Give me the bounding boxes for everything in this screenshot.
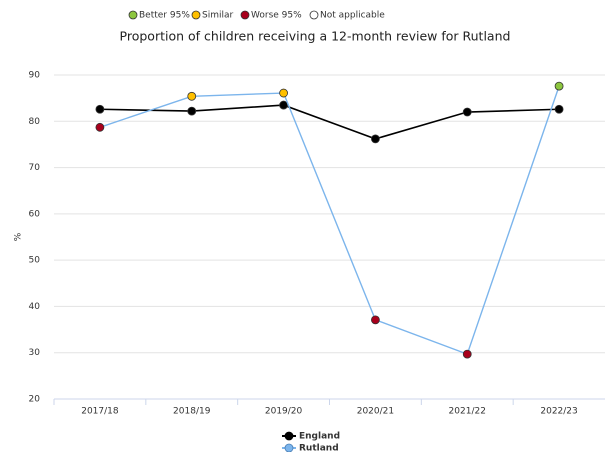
legend-marker	[240, 10, 250, 20]
data-point	[371, 134, 380, 144]
legend-label: Rutland	[299, 444, 339, 452]
x-tick-label: 2020/21	[357, 407, 394, 417]
legend-label: Better 95%	[139, 11, 190, 21]
y-axis-label: %	[14, 232, 24, 241]
series-line	[99, 85, 560, 356]
x-tick-label: 2017/18	[81, 407, 119, 417]
legend-marker	[284, 443, 294, 452]
data-point	[462, 107, 472, 117]
chart-title: Proportion of children receiving a 12-mo…	[120, 29, 511, 44]
data-point	[95, 104, 105, 114]
legend-marker	[191, 10, 201, 20]
x-tick-label: 2019/20	[265, 407, 303, 417]
legend-marker	[284, 431, 294, 441]
legend-label: Not applicable	[320, 11, 385, 21]
x-tick-label: 2022/23	[540, 407, 577, 417]
data-point	[279, 100, 288, 110]
x-tick-label: 2018/19	[173, 407, 211, 417]
y-tick-label: 70	[29, 163, 41, 173]
y-tick-label: 60	[29, 209, 41, 219]
data-point	[187, 106, 197, 116]
legend-marker	[309, 10, 319, 20]
y-tick-label: 90	[29, 71, 41, 81]
y-tick-label: 80	[29, 117, 41, 127]
legend-label: Similar	[202, 11, 233, 21]
data-point	[371, 315, 380, 325]
data-point	[554, 81, 564, 91]
legend-label: Worse 95%	[251, 11, 302, 21]
data-point	[95, 122, 105, 132]
y-tick-label: 50	[29, 256, 41, 266]
y-tick-label: 20	[29, 395, 41, 405]
x-tick-label: 2021/22	[449, 407, 486, 417]
y-tick-label: 30	[29, 348, 41, 358]
legend-label: England	[299, 432, 340, 442]
data-point	[462, 349, 472, 359]
legend-marker	[128, 10, 138, 20]
series-line	[99, 104, 560, 140]
data-point	[554, 104, 564, 114]
data-point	[187, 91, 197, 101]
data-point	[279, 88, 288, 98]
y-tick-label: 40	[29, 302, 41, 312]
